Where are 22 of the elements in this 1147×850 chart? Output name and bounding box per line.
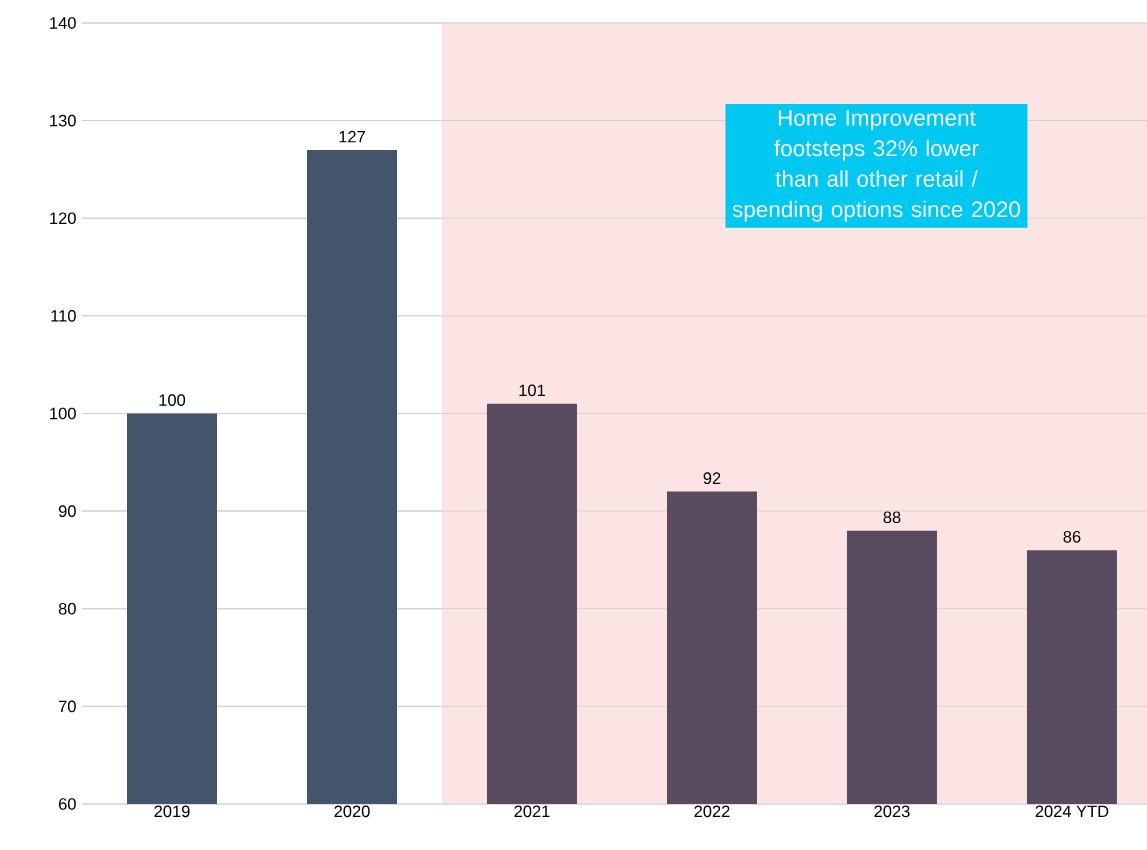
data-label: 92	[703, 472, 721, 485]
y-tick-label: 120	[50, 212, 76, 225]
y-tick-label: 130	[50, 114, 76, 127]
x-tick-label: 2024 YTD	[1035, 805, 1109, 818]
x-tick-label: 2022	[694, 805, 730, 818]
annotation: Home Improvement footsteps 32% lower than all other retail / spending options since 2020	[732, 110, 1020, 222]
y-tick-label: 80	[58, 602, 76, 615]
x-tick-label: 2020	[334, 805, 370, 818]
y-tick-label: 140	[50, 17, 76, 29]
data-label: 86	[1063, 530, 1081, 543]
x-tick-label: 2019	[154, 805, 190, 818]
y-tick-label: 90	[58, 505, 76, 517]
data-label: 88	[883, 511, 901, 524]
y-tick-label: 70	[58, 700, 76, 713]
x-tick-label: 2023	[874, 805, 910, 818]
data-label: 100	[159, 394, 186, 406]
x-tick-label: 2021	[514, 805, 550, 818]
y-tick-label: 110	[51, 310, 76, 322]
y-tick-label: 60	[58, 798, 76, 810]
y-tick-label: 100	[50, 407, 76, 420]
data-label: 127	[339, 130, 365, 143]
data-label: 101	[519, 384, 545, 397]
